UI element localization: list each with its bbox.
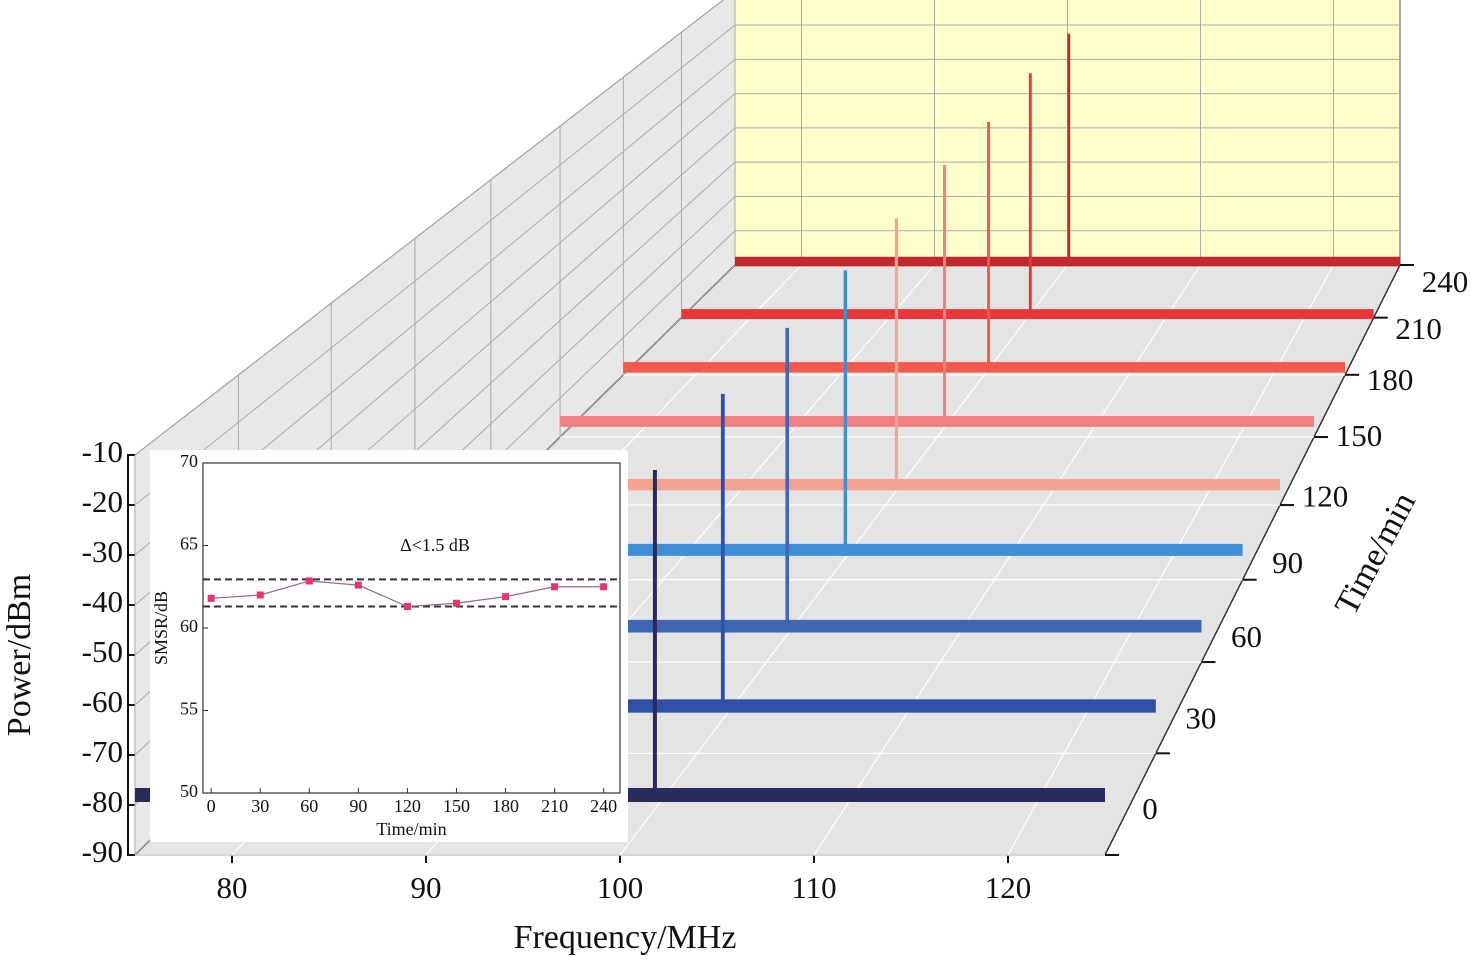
x-tick-label: 90 <box>411 870 442 905</box>
x-axis-label: Time/min <box>376 819 446 839</box>
y-axis-label: Power/dBm <box>1 574 38 736</box>
y-tick-label: -70 <box>82 734 123 769</box>
y-axis-label: SMSR/dB <box>151 591 171 665</box>
data-point <box>551 583 559 591</box>
x-tick-label: 120 <box>394 796 421 816</box>
y-tick-label: -10 <box>82 434 123 469</box>
y-tick-label: -80 <box>82 784 123 819</box>
data-point <box>256 591 264 599</box>
x-tick-label: 100 <box>597 870 644 905</box>
y-tick-label: 65 <box>180 534 198 554</box>
y-tick-label: 50 <box>180 781 198 801</box>
annotation: Δ<1.5 dB <box>400 535 470 555</box>
y-tick-label: -20 <box>82 484 123 519</box>
grid-line <box>134 0 724 456</box>
y-tick-label: -50 <box>82 634 123 669</box>
x-tick-label: 150 <box>443 796 470 816</box>
z-tick-label: 30 <box>1185 700 1216 735</box>
y-tick-label: 55 <box>180 699 198 719</box>
x-axis-label: Frequency/MHz <box>514 919 737 956</box>
x-tick-label: 180 <box>492 796 519 816</box>
y-tick-label: 70 <box>180 451 198 471</box>
z-tick-label: 90 <box>1272 545 1303 580</box>
x-tick-label: 120 <box>985 870 1032 905</box>
y-tick-label: -30 <box>82 534 123 569</box>
x-tick-label: 240 <box>590 796 617 816</box>
x-tick-label: 0 <box>207 796 216 816</box>
data-point <box>207 594 215 602</box>
data-point <box>600 583 608 591</box>
z-tick-label: 240 <box>1422 264 1469 299</box>
x-tick-label: 80 <box>217 870 248 905</box>
inset-background <box>150 450 628 842</box>
data-point <box>452 599 460 607</box>
grid-line <box>134 24 736 506</box>
y-tick-label: -40 <box>82 584 123 619</box>
z-tick-label: 120 <box>1302 479 1349 514</box>
z-tick-label: 210 <box>1395 311 1442 346</box>
z-tick-label: 0 <box>1142 791 1158 826</box>
data-point <box>403 603 411 611</box>
data-point <box>502 593 510 601</box>
data-point <box>305 577 313 585</box>
x-tick-label: 60 <box>300 796 318 816</box>
x-tick-label: 90 <box>349 796 367 816</box>
data-point <box>354 581 362 589</box>
y-tick-label: 60 <box>180 616 198 636</box>
z-tick-label: 180 <box>1367 362 1414 397</box>
inset-plot: 50 55 60 65 70 0 30 60 90 120 150 180 210 240 Δ<1.5 dB… <box>150 450 628 842</box>
x-tick-label: 30 <box>251 796 269 816</box>
x-tick-label: 110 <box>791 870 836 905</box>
x-tick-label: 210 <box>541 796 568 816</box>
z-tick-label: 150 <box>1336 418 1383 453</box>
y-tick-label: -90 <box>82 834 123 869</box>
y-tick-label: -60 <box>82 684 123 719</box>
z-tick-label: 60 <box>1231 619 1262 654</box>
